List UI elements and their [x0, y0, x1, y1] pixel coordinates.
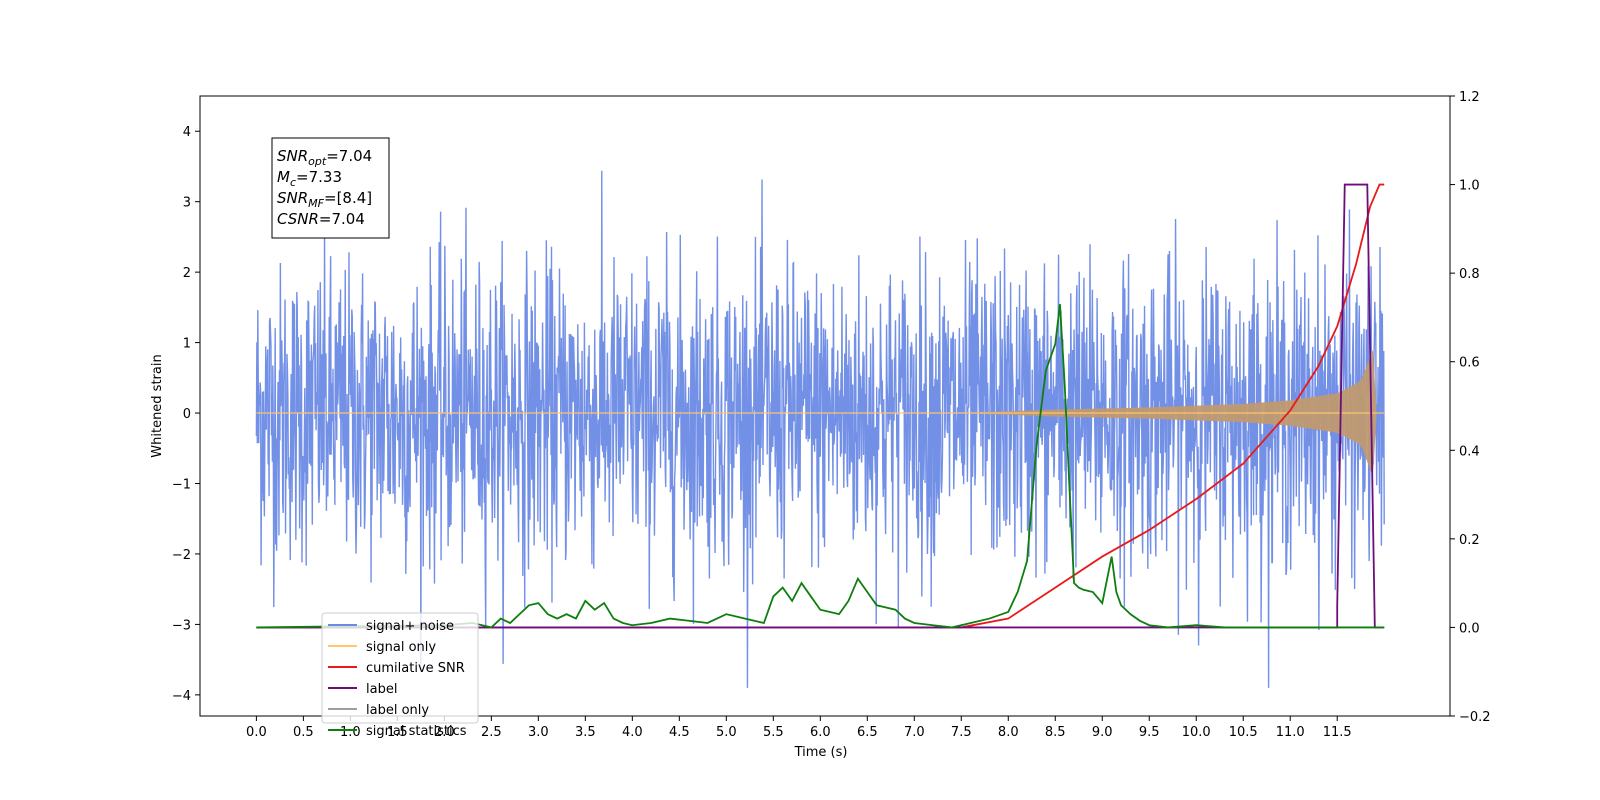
- y-axis-label: Whitened strain: [150, 354, 165, 457]
- x-tick-label: 6.5: [857, 725, 878, 740]
- y-tick-label: 4: [183, 125, 191, 140]
- x-tick-label: 11.5: [1323, 725, 1352, 740]
- legend-box: [321, 612, 479, 724]
- x-tick-label: 7.5: [951, 725, 972, 740]
- x-tick-label: 9.5: [1139, 725, 1160, 740]
- x-tick-label: 1.0: [340, 725, 361, 740]
- x-tick-label: 5.5: [763, 725, 784, 740]
- x-tick-label: 5.0: [716, 725, 737, 740]
- x-tick-label: 0.5: [293, 725, 314, 740]
- x-tick-label: 0.0: [246, 725, 267, 740]
- x-tick-label: 4.0: [622, 725, 643, 740]
- legend-entry: signal statistics: [366, 724, 467, 739]
- legend-entry: signal+ noise: [366, 619, 454, 634]
- x-tick-label: 8.5: [1045, 725, 1066, 740]
- legend-entry: label only: [366, 703, 429, 718]
- stats-line: Mc=7.33: [277, 168, 342, 189]
- legend: signal+ noise signal only cumilative SNR la…: [321, 612, 479, 739]
- x-tick-label: 10.5: [1229, 725, 1258, 740]
- x-tick-label: 11.0: [1276, 725, 1305, 740]
- y-tick-label: 1: [183, 337, 191, 352]
- x-axis: 0.0 0.5 1.0 1.5 2.0 2.5 3.0 3.5 4.0 4.5 5.0 5.5 6.0 6…: [246, 716, 1352, 740]
- x-tick-label: 7.0: [904, 725, 925, 740]
- plot-border: [199, 95, 1451, 717]
- x-tick-label: 4.5: [669, 725, 690, 740]
- y2-tick-label: 0.6: [1459, 356, 1480, 371]
- y-tick-label: −4: [172, 689, 191, 704]
- x-tick-label: 10.0: [1182, 725, 1211, 740]
- series-cumilative-snr: [256, 183, 1385, 629]
- series-signal-statistics: [256, 304, 1385, 629]
- x-tick-label: 8.0: [998, 725, 1019, 740]
- x-tick-label: 3.0: [528, 725, 549, 740]
- y2-tick-label: 1.0: [1459, 179, 1480, 194]
- series-signal-noise: [255, 170, 1385, 688]
- legend-entry: cumilative SNR: [366, 661, 465, 676]
- x-tick-label: 3.5: [575, 725, 596, 740]
- x-tick-label: 6.0: [810, 725, 831, 740]
- y-tick-label: 0: [183, 407, 191, 422]
- x-tick-label: 9.0: [1092, 725, 1113, 740]
- y2-tick-label: 0.8: [1459, 267, 1480, 282]
- y-tick-label: −3: [172, 618, 191, 633]
- y2-tick-label: 0.4: [1459, 444, 1480, 459]
- legend-entry: signal only: [366, 640, 436, 655]
- x-tick-label: 1.5: [387, 725, 408, 740]
- y2-tick-label: −0.2: [1459, 710, 1491, 725]
- x-tick-label: 2.0: [434, 725, 455, 740]
- stats-line: SNRMF=[8.4]: [277, 189, 372, 210]
- legend-entry: label: [366, 682, 397, 697]
- y-tick-label: 3: [183, 196, 191, 211]
- y2-tick-label: 0.0: [1459, 621, 1480, 636]
- x-tick-label: 2.5: [481, 725, 502, 740]
- y2-tick-label: 1.2: [1459, 90, 1480, 105]
- y-tick-label: 2: [183, 266, 191, 281]
- y-axis-right: 1.2 1.0 0.8 0.6 0.4 0.2 0.0 −0.2: [1450, 90, 1491, 725]
- y-tick-label: −1: [172, 478, 191, 493]
- y-tick-label: −2: [172, 548, 191, 563]
- stats-line: CSNR=7.04: [277, 210, 365, 228]
- y2-tick-label: 0.2: [1459, 533, 1480, 548]
- y-axis-left: 4 3 2 1 0 −1 −2 −3 −4: [172, 125, 200, 704]
- series-layer: [255, 170, 1385, 688]
- stats-line: SNRopt=7.04: [277, 147, 372, 168]
- x-axis-label: Time (s): [794, 745, 848, 760]
